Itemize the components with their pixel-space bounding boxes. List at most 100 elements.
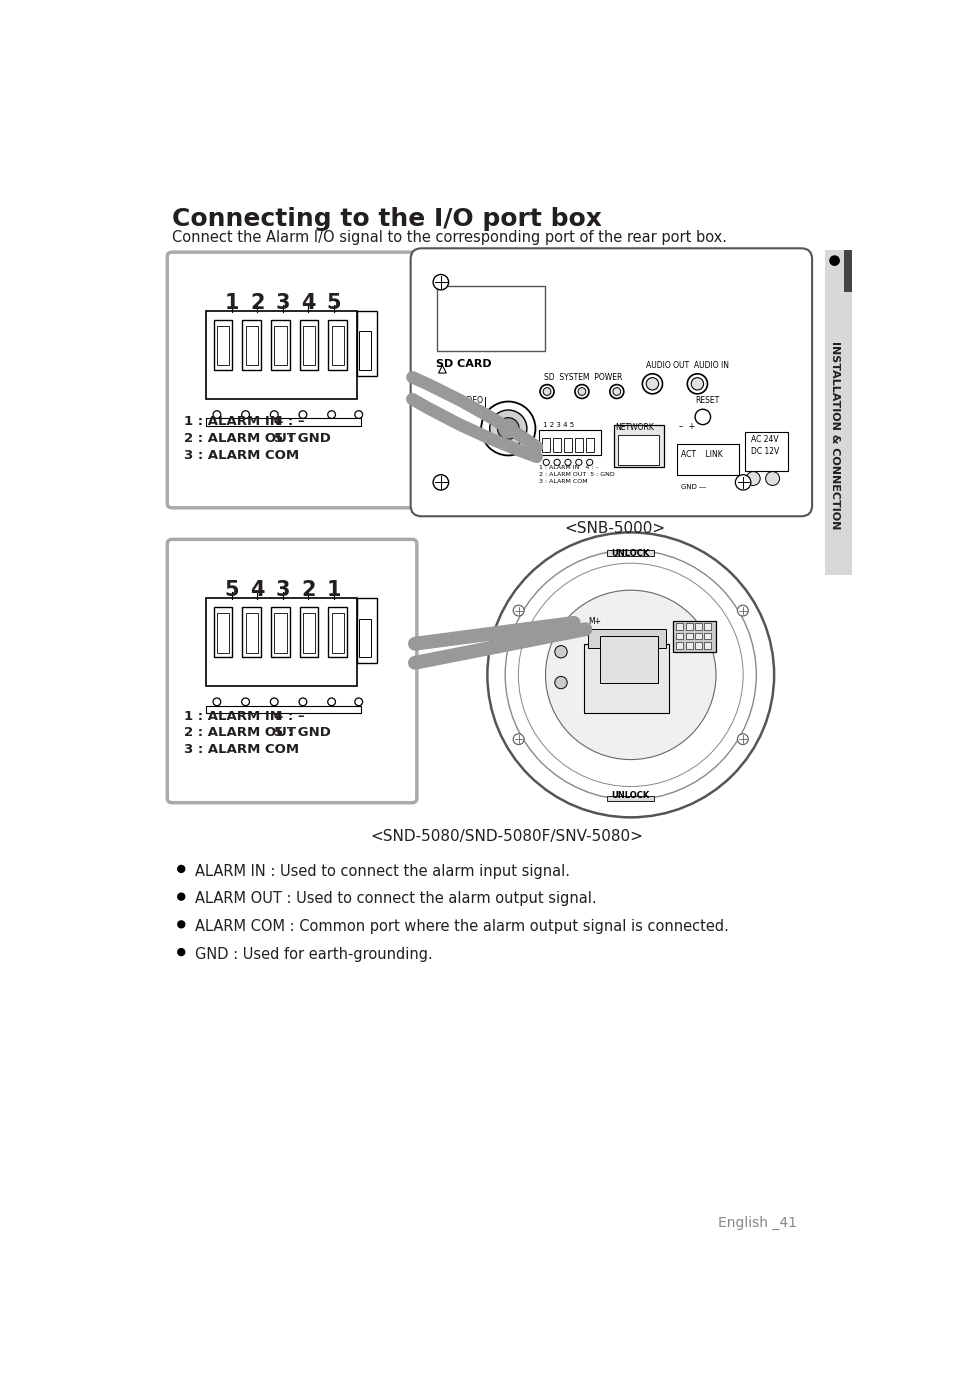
Circle shape <box>542 388 550 396</box>
Circle shape <box>517 563 742 786</box>
Circle shape <box>645 378 658 390</box>
Circle shape <box>545 590 716 760</box>
Bar <box>553 438 560 451</box>
Circle shape <box>177 865 185 872</box>
Bar <box>274 614 286 653</box>
Text: INSTALLATION & CONNECTION: INSTALLATION & CONNECTION <box>829 342 839 529</box>
Bar <box>677 444 739 475</box>
Circle shape <box>737 606 747 615</box>
Bar <box>563 438 571 451</box>
Bar <box>332 614 344 653</box>
Bar <box>242 319 261 369</box>
Circle shape <box>513 606 523 615</box>
Circle shape <box>765 472 779 486</box>
Bar <box>824 250 851 575</box>
FancyBboxPatch shape <box>167 539 416 803</box>
Bar <box>216 326 229 365</box>
Text: UNLOCK: UNLOCK <box>611 550 649 558</box>
Text: 3: 3 <box>275 293 290 313</box>
Text: 1 2 3 4 5: 1 2 3 4 5 <box>542 422 574 428</box>
Bar <box>436 286 545 351</box>
Bar <box>303 326 315 365</box>
Text: 4 : –: 4 : – <box>274 710 305 722</box>
Circle shape <box>578 388 585 396</box>
Text: Connecting to the I/O port box: Connecting to the I/O port box <box>172 207 601 231</box>
Text: AUDIO OUT  AUDIO IN: AUDIO OUT AUDIO IN <box>645 361 728 369</box>
Circle shape <box>829 256 839 265</box>
Text: 2 : ALARM OUT: 2 : ALARM OUT <box>183 726 295 739</box>
Text: SD  SYSTEM  POWER: SD SYSTEM POWER <box>543 374 621 382</box>
Bar <box>359 332 371 369</box>
Bar <box>356 597 376 664</box>
Bar <box>703 632 711 639</box>
Circle shape <box>609 385 623 399</box>
Circle shape <box>575 385 588 399</box>
Circle shape <box>177 893 185 900</box>
Circle shape <box>177 921 185 928</box>
Text: 5 : GND: 5 : GND <box>274 726 331 739</box>
Bar <box>695 624 701 631</box>
Bar <box>271 319 290 369</box>
Bar <box>274 326 286 365</box>
Text: 3 : ALARM COM: 3 : ALARM COM <box>183 743 298 757</box>
Bar <box>744 432 787 471</box>
Bar <box>328 607 347 657</box>
Bar <box>356 311 376 376</box>
Bar <box>695 642 701 649</box>
Bar <box>703 642 711 649</box>
Circle shape <box>513 733 523 745</box>
Text: <SNB-5000>: <SNB-5000> <box>564 521 665 536</box>
Bar <box>703 624 711 631</box>
Bar <box>542 438 550 451</box>
Bar <box>356 332 370 367</box>
Text: ALARM OUT : Used to connect the alarm output signal.: ALARM OUT : Used to connect the alarm ou… <box>195 892 597 906</box>
Text: 5: 5 <box>224 581 238 600</box>
Text: M+: M+ <box>587 617 600 626</box>
Circle shape <box>691 378 703 390</box>
Bar <box>587 629 665 647</box>
Bar <box>599 636 658 682</box>
Circle shape <box>177 949 185 956</box>
Bar <box>303 614 315 653</box>
Text: 4: 4 <box>301 293 315 313</box>
Bar <box>206 706 360 714</box>
Circle shape <box>433 275 448 290</box>
Circle shape <box>433 475 448 490</box>
Text: 5 : GND: 5 : GND <box>274 432 331 444</box>
Bar <box>242 607 261 657</box>
Text: VIDEO: VIDEO <box>459 396 484 406</box>
Circle shape <box>539 385 554 399</box>
Circle shape <box>505 550 756 800</box>
Text: 2: 2 <box>301 581 315 600</box>
Circle shape <box>695 410 710 425</box>
Bar <box>359 618 371 657</box>
Bar <box>607 550 654 556</box>
Circle shape <box>641 374 661 394</box>
Bar <box>676 632 682 639</box>
Circle shape <box>489 410 526 447</box>
Circle shape <box>555 646 567 658</box>
Text: 2 : ALARM OUT: 2 : ALARM OUT <box>183 432 295 444</box>
Bar <box>673 621 716 651</box>
Circle shape <box>555 676 567 689</box>
Text: 1 : ALARM IN   4 : –
2 : ALARM OUT  5 : GND
3 : ALARM COM: 1 : ALARM IN 4 : – 2 : ALARM OUT 5 : GND… <box>538 465 615 485</box>
Circle shape <box>735 475 750 490</box>
Text: 2: 2 <box>250 293 264 313</box>
Text: 4: 4 <box>250 581 264 600</box>
Text: GND ―: GND ― <box>680 483 705 490</box>
Text: ALARM IN : Used to connect the alarm input signal.: ALARM IN : Used to connect the alarm inp… <box>195 864 570 878</box>
Text: NETWORK: NETWORK <box>615 424 654 432</box>
Bar <box>585 438 593 451</box>
Text: Connect the Alarm I/O signal to the corresponding port of the rear port box.: Connect the Alarm I/O signal to the corr… <box>172 229 726 244</box>
Bar <box>613 425 663 467</box>
Text: 1: 1 <box>326 581 341 600</box>
Bar <box>271 607 290 657</box>
Circle shape <box>612 388 620 396</box>
Bar <box>213 607 233 657</box>
Bar <box>685 624 692 631</box>
Text: <SND-5080/SND-5080F/SNV-5080>: <SND-5080/SND-5080F/SNV-5080> <box>370 829 642 845</box>
Text: AC 24V
DC 12V: AC 24V DC 12V <box>750 435 779 456</box>
Circle shape <box>737 733 747 745</box>
Bar <box>676 624 682 631</box>
Text: 3 : ALARM COM: 3 : ALARM COM <box>183 449 298 461</box>
